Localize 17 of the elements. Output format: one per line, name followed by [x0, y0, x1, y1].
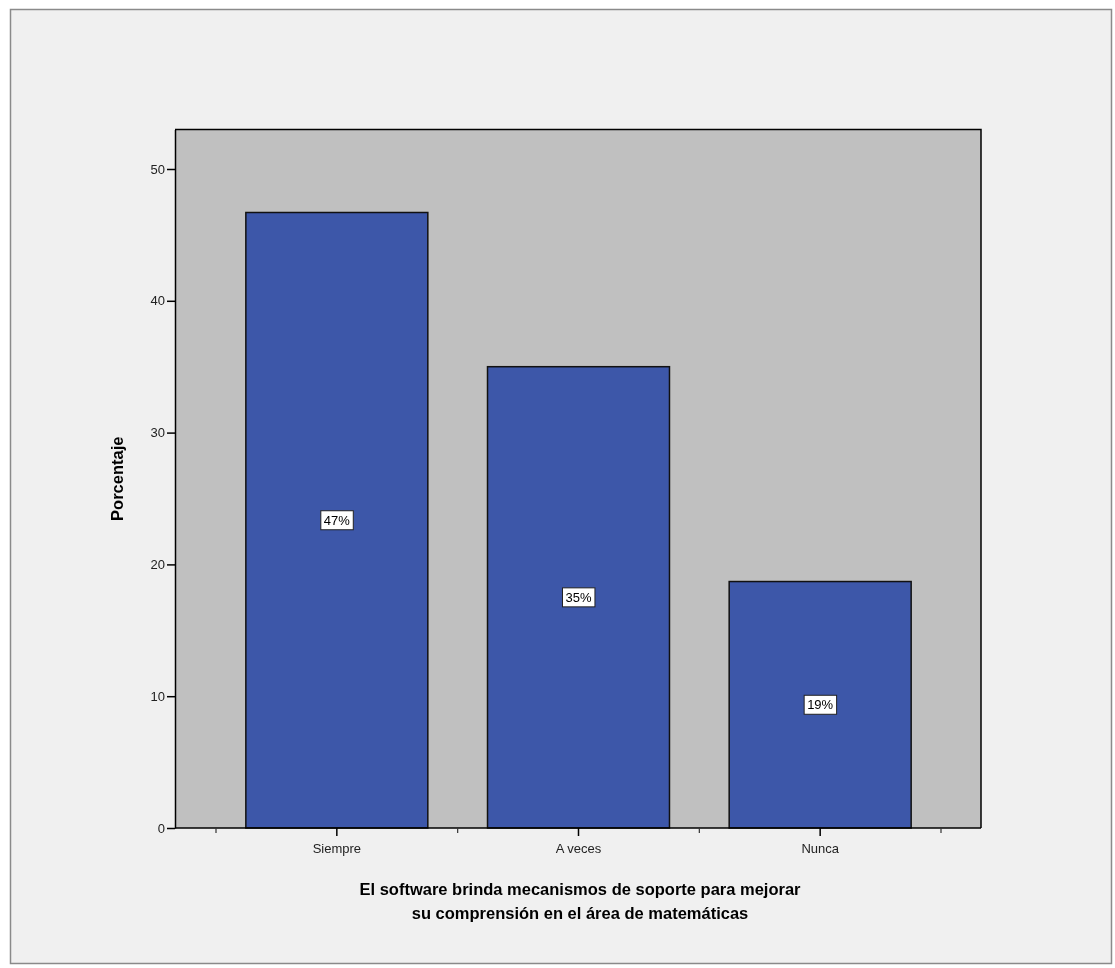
bar — [486, 365, 671, 829]
x-tick-label: Nunca — [801, 841, 840, 857]
y-tick-label: 10 — [150, 688, 165, 704]
y-axis-title: Porcentaje — [108, 436, 126, 521]
bar — [728, 580, 912, 829]
y-tick-label: 0 — [157, 820, 165, 836]
y-tick-label: 40 — [150, 293, 165, 309]
x-tick-label: Siempre — [312, 841, 362, 857]
y-tick-label: 30 — [150, 425, 165, 441]
x-tick-label: A veces — [555, 841, 602, 857]
y-tick-label: 50 — [150, 161, 165, 177]
y-tick-label: 20 — [150, 557, 165, 573]
x-axis-title: El software brinda mecanismos de soporte para mejorar su comprensión en el área de matemáticas — [359, 880, 802, 922]
data-label: 47% — [323, 512, 351, 528]
data-label: 35% — [565, 589, 592, 605]
data-label: 19% — [807, 697, 834, 713]
bar — [245, 211, 429, 829]
